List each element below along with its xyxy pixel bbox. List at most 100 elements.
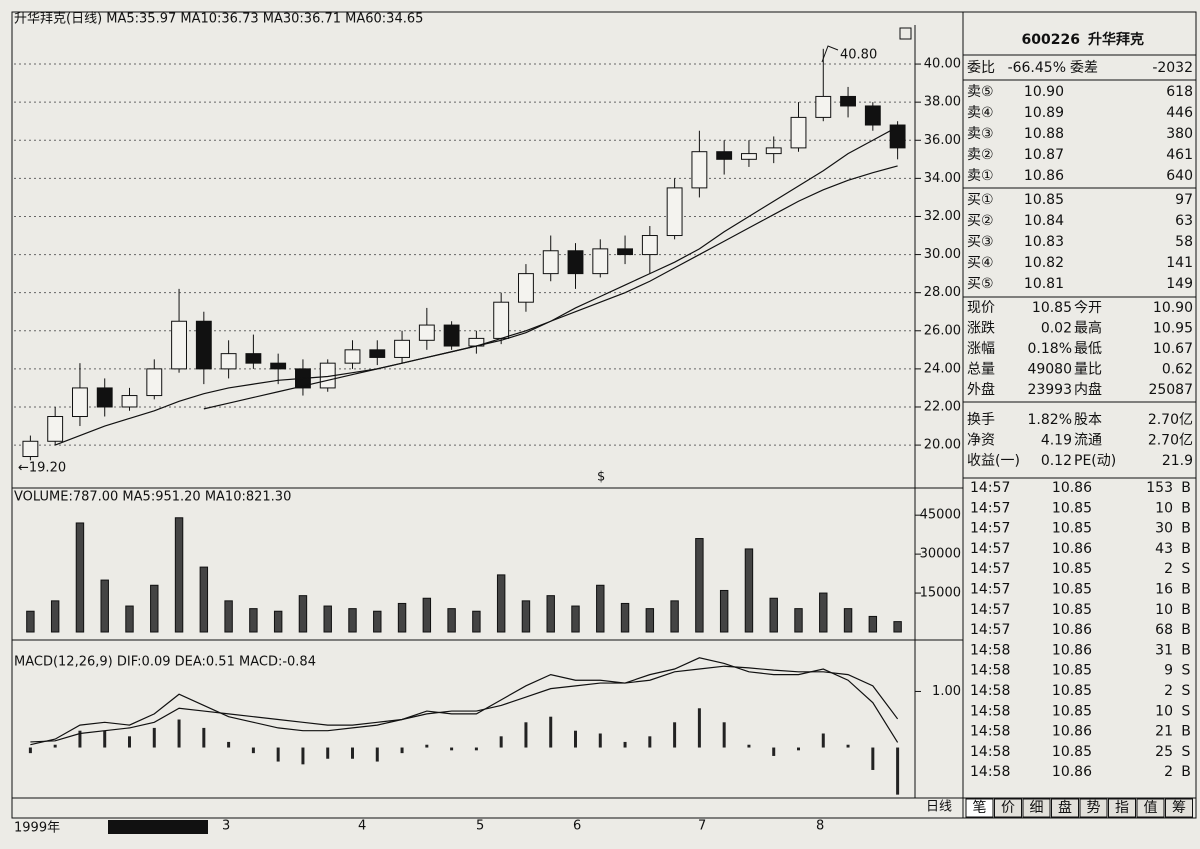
high-pointer <box>821 45 839 63</box>
candle-body <box>394 339 410 358</box>
y-tick-label: 15000 <box>920 586 961 601</box>
y-tick-label: 36.00 <box>924 133 961 148</box>
label: 委差 <box>1070 60 1098 76</box>
tab[interactable] <box>1022 798 1051 818</box>
y-tick-label: 22.00 <box>924 399 961 414</box>
tick-price: 10.86 <box>1052 724 1092 740</box>
tick-price: 10.85 <box>1052 561 1092 577</box>
level-volume: 618 <box>1166 84 1193 100</box>
y-tick-label: 30.00 <box>924 247 961 262</box>
tab[interactable] <box>1165 798 1193 818</box>
candle-body <box>96 387 113 408</box>
tick-price: 10.85 <box>1052 663 1092 679</box>
tick-price: 10.85 <box>1052 500 1092 516</box>
time-label: 8 <box>816 819 824 834</box>
volume-bar <box>199 566 209 633</box>
tick-price: 10.85 <box>1052 744 1092 760</box>
time-label: 4 <box>358 819 366 834</box>
candle-body <box>716 151 733 160</box>
candle-body <box>691 151 708 189</box>
volume-bar <box>645 608 655 633</box>
y-tick-label: 1.00 <box>932 684 961 699</box>
volume-bar <box>100 579 109 633</box>
tick-side: S <box>1182 744 1191 760</box>
volume-bar <box>422 597 432 633</box>
tab-label[interactable]: 笔 <box>973 800 987 816</box>
candle-body <box>146 368 163 397</box>
tab-label[interactable]: 指 <box>1115 800 1129 816</box>
tick-volume: 21 <box>1155 724 1173 740</box>
tab-label[interactable]: 细 <box>1030 800 1044 816</box>
stat-value: 10.95 <box>1153 321 1193 337</box>
level-price: 10.86 <box>1024 168 1064 184</box>
stat-value: 25087 <box>1148 382 1193 398</box>
tick-volume: 31 <box>1155 642 1173 658</box>
volume-bar <box>298 595 308 633</box>
tick-time: 14:58 <box>970 764 1010 780</box>
tick-time: 14:58 <box>970 744 1010 760</box>
tick-volume: 153 <box>1146 480 1173 496</box>
time-label: 5 <box>476 819 484 834</box>
level-label: 卖③ <box>967 126 994 142</box>
volume-bar <box>50 600 60 633</box>
marker: $ <box>597 470 605 485</box>
y-tick-label: 30000 <box>920 547 961 562</box>
tick-side: B <box>1181 622 1191 638</box>
tick-price: 10.86 <box>1052 480 1092 496</box>
tick-time: 14:57 <box>970 602 1010 618</box>
volume-bar <box>893 621 902 633</box>
tab[interactable] <box>994 798 1022 818</box>
macd-title: MACD(12,26,9) DIF:0.09 DEA:0.51 MACD:-0.… <box>14 655 316 670</box>
volume-title: VOLUME:787.00 MA5:951.20 MA10:821.30 <box>14 490 291 505</box>
tick-price: 10.85 <box>1052 602 1092 618</box>
y-tick-label: 20.00 <box>924 438 961 453</box>
tab[interactable] <box>1108 798 1136 818</box>
tab[interactable] <box>1079 798 1108 818</box>
stat-label: 今开 <box>1074 300 1102 316</box>
level-volume: 446 <box>1166 105 1193 121</box>
volume-bar <box>373 610 382 633</box>
time-label: 3 <box>222 819 230 834</box>
tab[interactable] <box>965 798 994 818</box>
candle-body <box>666 187 683 237</box>
tab-label[interactable]: 值 <box>1144 800 1158 816</box>
tab-label[interactable]: 价 <box>1001 800 1015 816</box>
tick-time: 14:58 <box>970 724 1010 740</box>
stat-label: 涨跌 <box>967 321 995 337</box>
period-tab[interactable]: 日线 <box>926 800 952 815</box>
stat-label: 流通 <box>1074 433 1102 449</box>
tab-label[interactable]: 筹 <box>1172 799 1186 816</box>
candle-body <box>567 250 584 275</box>
volume-bar <box>75 522 85 633</box>
volume-bar <box>249 608 258 633</box>
stat-value: 4.19 <box>1041 433 1072 449</box>
tab[interactable] <box>1051 798 1079 818</box>
candle-body <box>889 124 906 149</box>
tick-volume: 30 <box>1155 521 1173 537</box>
volume-bar <box>472 610 481 633</box>
tab-label[interactable]: 盘 <box>1058 799 1072 816</box>
volume-bar <box>150 584 159 633</box>
tab[interactable] <box>1136 798 1165 818</box>
level-label: 卖② <box>967 147 994 163</box>
ma-line <box>203 165 898 410</box>
tab-label[interactable]: 势 <box>1087 800 1101 816</box>
stat-label: 量比 <box>1074 362 1102 378</box>
level-volume: 58 <box>1175 234 1193 250</box>
tick-volume: 9 <box>1164 663 1173 679</box>
volume-bar <box>521 600 531 633</box>
tick-time: 14:58 <box>970 703 1010 719</box>
candle-body <box>592 248 609 275</box>
volume-bar <box>224 600 233 633</box>
volume-bar <box>620 602 630 633</box>
tick-side: B <box>1181 500 1191 516</box>
scroll-thumb[interactable] <box>108 820 208 834</box>
level-label: 买③ <box>967 234 994 250</box>
stat-value: 23993 <box>1027 382 1072 398</box>
volume-bar <box>596 584 605 633</box>
candle-body <box>270 362 287 370</box>
candle-body <box>47 416 64 442</box>
tick-price: 10.85 <box>1052 521 1092 537</box>
level-label: 卖④ <box>967 105 994 121</box>
